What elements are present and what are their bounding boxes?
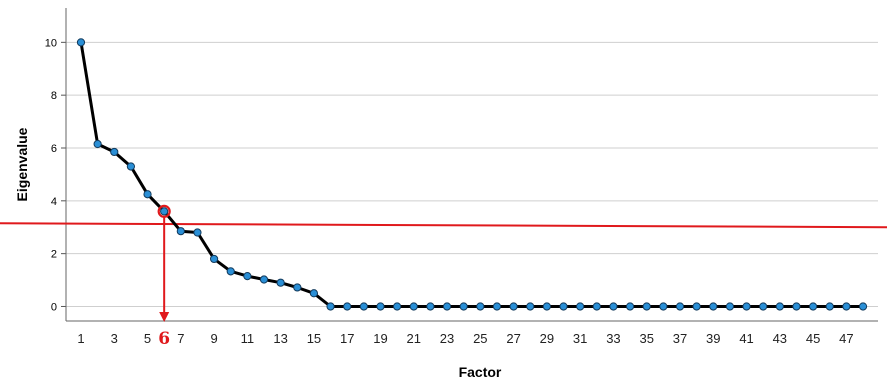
- x-tick-label: 27: [506, 331, 520, 346]
- data-point: [193, 228, 202, 237]
- data-point: [642, 302, 651, 311]
- data-point: [276, 278, 285, 287]
- x-tick-label: 35: [639, 331, 653, 346]
- data-point: [160, 207, 169, 216]
- x-tick-label: 47: [839, 331, 853, 346]
- data-point: [426, 302, 435, 311]
- data-point: [409, 302, 418, 311]
- data-point: [858, 302, 868, 311]
- data-point: [293, 283, 302, 292]
- y-tick-label: 2: [51, 249, 57, 261]
- x-tick-label: 9: [210, 331, 217, 346]
- y-tick-label: 4: [51, 196, 57, 208]
- data-point: [709, 302, 718, 311]
- data-point: [526, 302, 535, 311]
- data-point: [742, 302, 751, 311]
- data-point: [76, 38, 86, 47]
- y-axis-title: Eigenvalue: [14, 127, 30, 201]
- x-tick-label: 19: [373, 331, 387, 346]
- data-point: [509, 302, 518, 311]
- data-point: [259, 275, 269, 284]
- data-point: [110, 147, 119, 157]
- data-point: [343, 302, 352, 311]
- x-tick-label: 23: [440, 331, 454, 346]
- x-tick-label: 7: [177, 331, 184, 346]
- x-axis-title: Factor: [459, 364, 502, 380]
- annotation-label: 6: [158, 329, 170, 349]
- data-point: [675, 302, 685, 311]
- data-point: [792, 302, 801, 311]
- data-point: [226, 267, 235, 276]
- x-tick-label: 39: [706, 331, 720, 346]
- x-tick-label: 31: [573, 331, 587, 346]
- x-axis-ticks: 1 3 5 7 9 11 13 15 17 19 21 23 25 27 29 31 33 35 37 39 41 43 4…: [77, 331, 853, 346]
- data-point: [209, 254, 219, 264]
- data-point: [625, 302, 635, 311]
- x-tick-label: 11: [241, 331, 255, 346]
- y-tick-label: 10: [45, 37, 57, 49]
- data-point: [176, 227, 185, 236]
- data-point: [775, 302, 784, 311]
- x-tick-label: 37: [673, 331, 687, 346]
- data-point: [725, 302, 735, 311]
- x-tick-label: 43: [773, 331, 787, 346]
- x-tick-label: 3: [111, 331, 118, 346]
- x-tick-label: 29: [540, 331, 554, 346]
- x-tick-label: 45: [806, 331, 820, 346]
- data-point: [93, 139, 102, 149]
- x-tick-label: 13: [273, 331, 287, 346]
- data-point: [243, 271, 252, 281]
- x-tick-label: 5: [144, 331, 151, 346]
- data-point: [576, 302, 585, 311]
- data-point: [492, 302, 502, 311]
- gridlines: [66, 41, 878, 307]
- data-point: [609, 302, 618, 311]
- data-point: [309, 289, 319, 298]
- data-point: [326, 302, 335, 311]
- data-point: [476, 302, 485, 311]
- data-point: [842, 302, 851, 311]
- data-point: [459, 302, 468, 311]
- data-point: [592, 302, 601, 311]
- y-tick-label: 0: [51, 301, 57, 313]
- data-points: [76, 38, 868, 311]
- data-point: [659, 302, 668, 311]
- data-point: [393, 302, 402, 311]
- x-tick-label: 15: [307, 331, 321, 346]
- x-tick-label: 21: [407, 331, 421, 346]
- data-point: [692, 302, 701, 311]
- data-point: [126, 162, 135, 171]
- y-axis-ticks: 0 2 4 6 8 10: [45, 37, 66, 313]
- series-line: [79, 42, 863, 308]
- y-tick-label: 8: [51, 90, 57, 102]
- data-point: [442, 302, 452, 311]
- data-point: [825, 302, 834, 311]
- x-tick-label: 1: [77, 331, 84, 346]
- x-tick-label: 33: [606, 331, 620, 346]
- highlight-circle: [157, 204, 171, 218]
- data-point: [809, 302, 818, 311]
- data-point: [376, 302, 385, 311]
- x-tick-label: 41: [739, 331, 753, 346]
- data-point: [559, 302, 568, 311]
- data-point: [359, 302, 368, 311]
- threshold-line: [0, 222, 887, 229]
- x-tick-label: 17: [340, 331, 354, 346]
- data-point: [542, 302, 551, 311]
- arrow-head: [159, 312, 170, 322]
- x-tick-label: 25: [473, 331, 487, 346]
- data-point: [143, 190, 152, 199]
- y-tick-label: 6: [51, 143, 57, 155]
- data-point: [759, 302, 768, 311]
